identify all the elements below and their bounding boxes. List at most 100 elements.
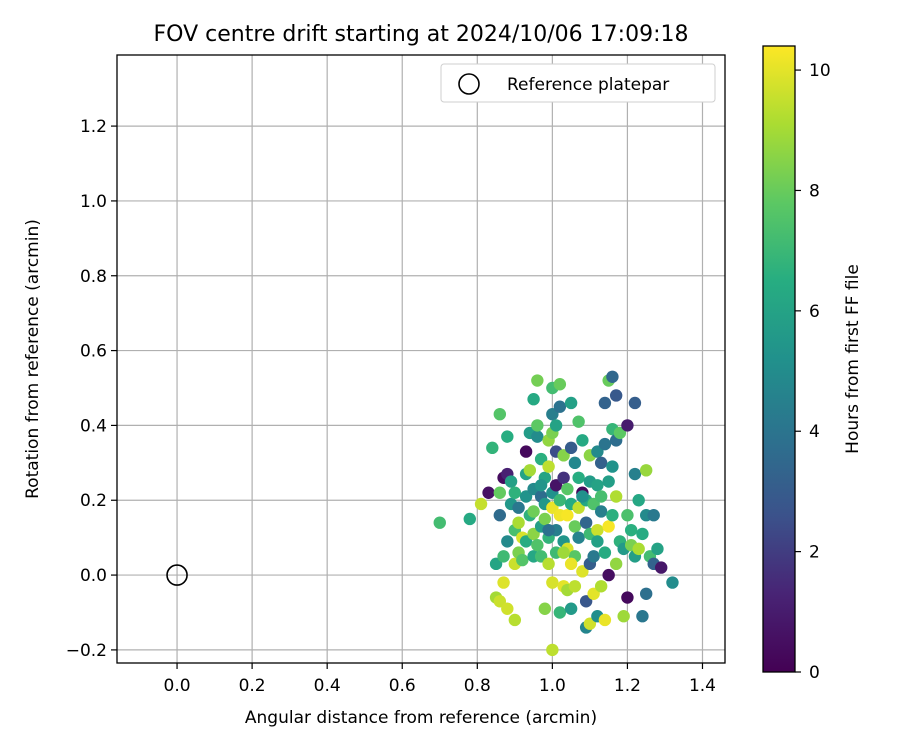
x-axis-ticks: 0.0 0.2 0.4 0.6 0.8 1.0 1.2 1.4 bbox=[164, 663, 716, 696]
colorbar-tick-label: 10 bbox=[809, 61, 831, 81]
y-tick-label: 1.0 bbox=[80, 192, 107, 212]
scatter-point bbox=[587, 497, 600, 511]
scatter-point bbox=[576, 565, 589, 578]
gridlines bbox=[117, 55, 725, 663]
scatter-point bbox=[493, 486, 507, 499]
scatter-point bbox=[497, 576, 510, 589]
scatter-point bbox=[534, 452, 548, 466]
colorbar-tick-label: 4 bbox=[809, 422, 820, 442]
y-tick-label: 0.8 bbox=[80, 267, 107, 287]
scatter-point bbox=[557, 449, 570, 462]
scatter-point bbox=[519, 535, 533, 548]
x-tick-label: 1.2 bbox=[614, 676, 641, 696]
scatter-point bbox=[609, 557, 623, 571]
scatter-point bbox=[546, 501, 559, 514]
x-tick-label: 0.4 bbox=[314, 676, 341, 696]
y-tick-label: 0.0 bbox=[80, 566, 107, 586]
scatter-point bbox=[501, 535, 514, 548]
scatter-point bbox=[489, 557, 503, 571]
scatter-points bbox=[433, 370, 679, 657]
scatter-point bbox=[546, 576, 559, 589]
x-tick-label: 0.6 bbox=[389, 676, 416, 696]
scatter-point bbox=[568, 520, 582, 533]
colorbar-ticks: 0 2 4 6 8 10 bbox=[795, 61, 831, 683]
colorbar-tick-label: 0 bbox=[809, 663, 820, 683]
legend-box bbox=[440, 63, 716, 103]
scatter-point bbox=[572, 531, 585, 544]
scatter-point bbox=[512, 516, 525, 529]
scatter-point bbox=[564, 396, 578, 410]
scatter-point bbox=[591, 479, 604, 492]
y-tick-label: 0.4 bbox=[80, 416, 107, 436]
scatter-point bbox=[531, 538, 544, 552]
scatter-point bbox=[572, 471, 585, 484]
scatter-point bbox=[542, 557, 555, 571]
x-tick-label: 1.0 bbox=[539, 676, 566, 696]
scatter-point bbox=[621, 419, 634, 432]
colorbar-tick-label: 8 bbox=[809, 181, 820, 201]
scatter-point bbox=[572, 415, 585, 428]
scatter-point bbox=[632, 494, 645, 507]
scatter-point bbox=[624, 523, 638, 537]
scatter-point bbox=[598, 613, 612, 627]
scatter-point bbox=[553, 400, 567, 413]
scatter-point bbox=[609, 389, 623, 402]
x-tick-label: 0.2 bbox=[239, 676, 266, 696]
scatter-point bbox=[651, 542, 664, 556]
scatter-point bbox=[568, 456, 582, 470]
x-tick-label: 0.0 bbox=[164, 676, 191, 696]
x-axis-label: Angular distance from reference (arcmin) bbox=[245, 708, 597, 728]
scatter-point bbox=[433, 516, 446, 529]
scatter-point bbox=[639, 587, 653, 600]
scatter-point bbox=[508, 613, 522, 627]
scatter-point bbox=[516, 553, 529, 567]
legend: Reference platepar bbox=[440, 63, 716, 103]
scatter-point bbox=[583, 617, 597, 630]
scatter-point bbox=[564, 441, 578, 455]
legend-marker-icon bbox=[458, 73, 480, 95]
scatter-point bbox=[636, 610, 649, 623]
x-tick-label: 1.4 bbox=[689, 676, 716, 696]
scatter-point bbox=[557, 471, 570, 484]
reference-platepar-marker bbox=[166, 564, 188, 586]
scatter-point bbox=[557, 546, 570, 559]
y-tick-label: 0.6 bbox=[80, 342, 107, 362]
scatter-point bbox=[463, 512, 476, 526]
y-tick-label: 1.2 bbox=[80, 117, 107, 137]
scatter-point bbox=[594, 456, 608, 470]
chart-title: FOV centre drift starting at 2024/10/06 … bbox=[154, 22, 689, 47]
y-axis-label: Rotation from reference (arcmin) bbox=[23, 219, 43, 499]
scatter-point bbox=[609, 490, 623, 503]
scatter-point bbox=[606, 370, 619, 383]
scatter-point bbox=[527, 393, 540, 406]
scatter-point bbox=[636, 527, 649, 541]
scatter-point bbox=[594, 490, 608, 503]
scatter-point bbox=[602, 520, 615, 533]
scatter-point bbox=[493, 595, 507, 608]
scatter-point bbox=[572, 501, 585, 514]
scatter-point bbox=[568, 580, 582, 593]
scatter-point bbox=[598, 396, 612, 410]
scatter-point bbox=[482, 486, 495, 499]
scatter-point bbox=[553, 606, 567, 619]
scatter-point bbox=[538, 602, 552, 615]
scatter-point bbox=[606, 509, 619, 522]
scatter-point bbox=[647, 509, 660, 522]
colorbar-label: Hours from first FF file bbox=[843, 264, 863, 454]
scatter-point bbox=[587, 587, 600, 600]
scatter-point bbox=[497, 550, 510, 563]
scatter-point bbox=[654, 561, 668, 574]
scatter-point bbox=[564, 557, 578, 571]
plot-frame bbox=[116, 54, 726, 664]
scatter-point bbox=[561, 509, 574, 522]
scatter-point bbox=[579, 595, 593, 608]
scatter-point bbox=[549, 419, 563, 432]
scatter-point bbox=[594, 505, 608, 518]
scatter-point bbox=[617, 610, 630, 623]
scatter-point bbox=[576, 434, 589, 447]
scatter-point bbox=[632, 542, 645, 556]
scatter-point bbox=[587, 550, 600, 563]
scatter-point bbox=[628, 467, 642, 481]
y-tick-label: 0.2 bbox=[80, 491, 107, 511]
